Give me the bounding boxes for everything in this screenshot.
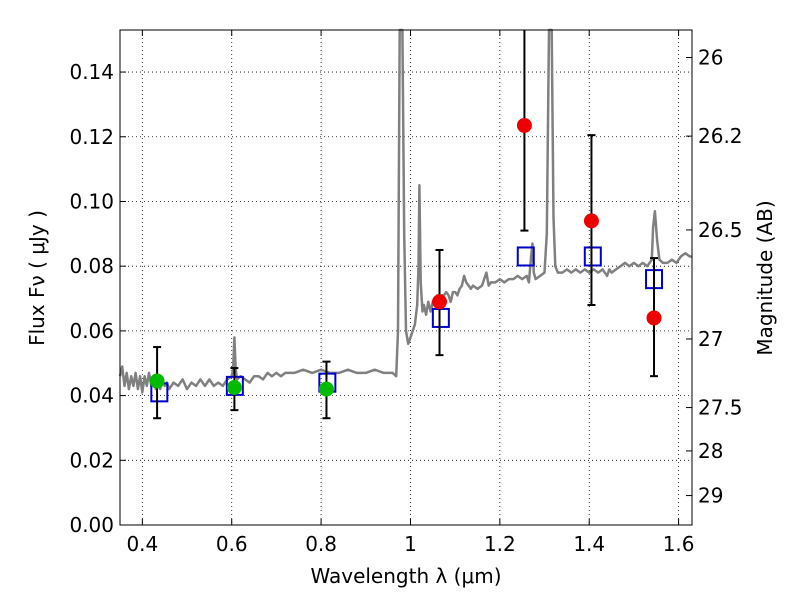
photometry-series [149, 30, 662, 420]
grid-lines [120, 30, 692, 525]
y-tick-label: 0.02 [69, 448, 114, 472]
green-data-point [226, 380, 242, 395]
x-tick-label: 0.6 [216, 532, 248, 556]
red-data-point [432, 294, 448, 310]
y-tick-label: 0.12 [69, 125, 114, 149]
green-data-point [149, 373, 165, 389]
x-tick-label: 1.6 [663, 532, 695, 556]
y2-tick-label: 28 [698, 439, 723, 463]
y2-tick-label: 26.5 [698, 218, 743, 242]
y-tick-label: 0.14 [69, 60, 114, 84]
y-axis-label: Flux Fν ( μJy ) [25, 210, 49, 346]
y-tick-label: 0.10 [69, 189, 114, 213]
model-box-marker [431, 307, 450, 328]
green-data-point [318, 381, 334, 397]
x-tick-label: 0.8 [305, 532, 337, 556]
x-tick-label: 1.4 [573, 532, 605, 556]
y-tick-label: 0.00 [69, 513, 114, 537]
axis-ticks: 0.4 0.6 0.8 1 1.2 1.4 1.6 0.00 0.02 0.04 0.06 0.08 0… [69, 30, 743, 556]
model-box-marker [516, 246, 535, 267]
y-tick-label: 0.04 [69, 384, 114, 408]
y-tick-label: 0.08 [69, 254, 114, 278]
spectrum-series [118, 28, 692, 394]
plot-frame [119, 29, 693, 526]
y2-tick-label: 26.2 [698, 124, 743, 148]
model-box-marker [583, 246, 602, 267]
x-tick-label: 0.4 [126, 532, 158, 556]
x-tick-label: 1.2 [484, 532, 516, 556]
red-data-point [516, 117, 532, 133]
x-axis-label: Wavelength λ (μm) [310, 564, 501, 588]
y-tick-label: 0.06 [69, 319, 114, 343]
red-data-point [583, 213, 599, 229]
y2-tick-label: 27.5 [698, 396, 743, 420]
x-tick-label: 1 [404, 532, 417, 556]
y2-tick-label: 29 [698, 484, 723, 508]
y2-tick-label: 26 [698, 46, 723, 70]
red-data-point [646, 310, 662, 326]
y2-tick-label: 27 [698, 327, 723, 351]
spectrum-line [118, 28, 692, 394]
y2-axis-label: Magnitude (AB) [753, 200, 777, 355]
